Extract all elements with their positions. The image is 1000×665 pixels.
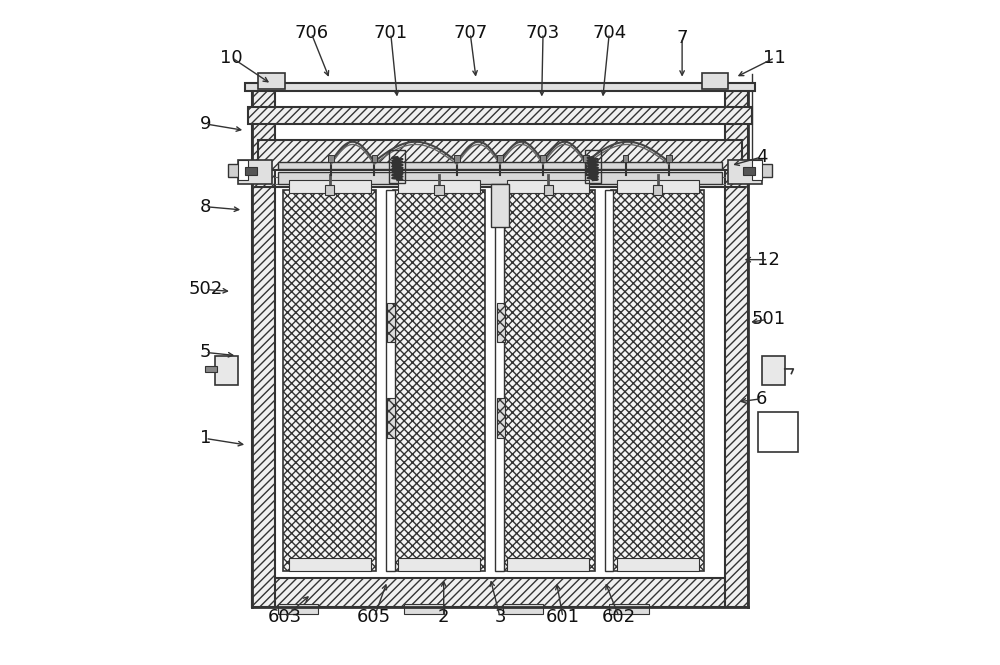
Bar: [666, 155, 672, 162]
Bar: [238, 160, 248, 180]
Text: 10: 10: [220, 49, 243, 66]
Bar: [605, 190, 613, 571]
Bar: [497, 398, 505, 438]
Bar: [495, 190, 504, 571]
Text: 3: 3: [494, 608, 506, 626]
Text: 701: 701: [374, 24, 408, 42]
Bar: [497, 155, 503, 162]
Bar: [623, 155, 628, 162]
Bar: [258, 140, 742, 170]
Bar: [609, 604, 649, 614]
Bar: [393, 190, 485, 571]
Text: 6: 6: [756, 390, 767, 408]
Bar: [252, 88, 275, 607]
Bar: [387, 398, 395, 438]
Bar: [278, 604, 318, 614]
Text: 707: 707: [453, 24, 487, 42]
Bar: [502, 190, 595, 571]
Bar: [228, 164, 245, 177]
Bar: [583, 155, 589, 162]
Text: 4: 4: [756, 148, 767, 166]
Bar: [611, 190, 704, 571]
Bar: [205, 366, 217, 372]
Bar: [507, 558, 589, 571]
Bar: [617, 558, 699, 571]
Bar: [752, 160, 762, 180]
Bar: [278, 172, 722, 184]
Text: 706: 706: [294, 24, 328, 42]
Bar: [702, 73, 728, 90]
Bar: [503, 604, 543, 614]
Text: 9: 9: [200, 115, 211, 133]
Text: 704: 704: [592, 24, 626, 42]
Bar: [725, 88, 748, 607]
Bar: [275, 88, 725, 577]
Bar: [497, 303, 505, 342]
Bar: [758, 412, 798, 452]
Bar: [585, 150, 601, 183]
Bar: [245, 167, 257, 175]
Bar: [386, 190, 395, 571]
Bar: [289, 558, 371, 571]
Text: 11: 11: [763, 49, 786, 66]
Text: 12: 12: [757, 251, 780, 269]
Bar: [454, 155, 460, 162]
Bar: [762, 356, 785, 386]
Text: 502: 502: [188, 281, 222, 299]
Text: 1: 1: [200, 430, 211, 448]
Text: 602: 602: [602, 608, 636, 626]
Text: 2: 2: [438, 608, 449, 626]
Bar: [387, 303, 395, 342]
Bar: [328, 155, 334, 162]
Bar: [238, 160, 272, 184]
Bar: [258, 73, 285, 90]
Bar: [278, 162, 722, 169]
Bar: [325, 186, 334, 196]
Text: 703: 703: [526, 24, 560, 42]
Text: 5: 5: [200, 343, 211, 361]
Bar: [544, 186, 553, 196]
Bar: [283, 190, 376, 571]
Text: 603: 603: [268, 608, 302, 626]
Text: 7: 7: [676, 29, 688, 47]
Bar: [248, 107, 752, 124]
Bar: [728, 160, 762, 184]
Bar: [252, 577, 748, 607]
Bar: [653, 186, 662, 196]
Bar: [398, 558, 480, 571]
Bar: [491, 184, 509, 227]
Bar: [404, 604, 444, 614]
Bar: [372, 155, 377, 162]
Text: 501: 501: [751, 311, 785, 329]
Bar: [245, 83, 755, 91]
Text: 8: 8: [200, 198, 211, 215]
Bar: [434, 186, 444, 196]
Bar: [215, 356, 238, 386]
Text: 601: 601: [546, 608, 580, 626]
Bar: [507, 180, 589, 194]
Bar: [617, 180, 699, 194]
Bar: [755, 164, 772, 177]
Bar: [743, 167, 755, 175]
Bar: [389, 150, 405, 183]
Text: 605: 605: [357, 608, 391, 626]
Bar: [398, 180, 480, 194]
Bar: [289, 180, 371, 194]
Bar: [540, 155, 546, 162]
